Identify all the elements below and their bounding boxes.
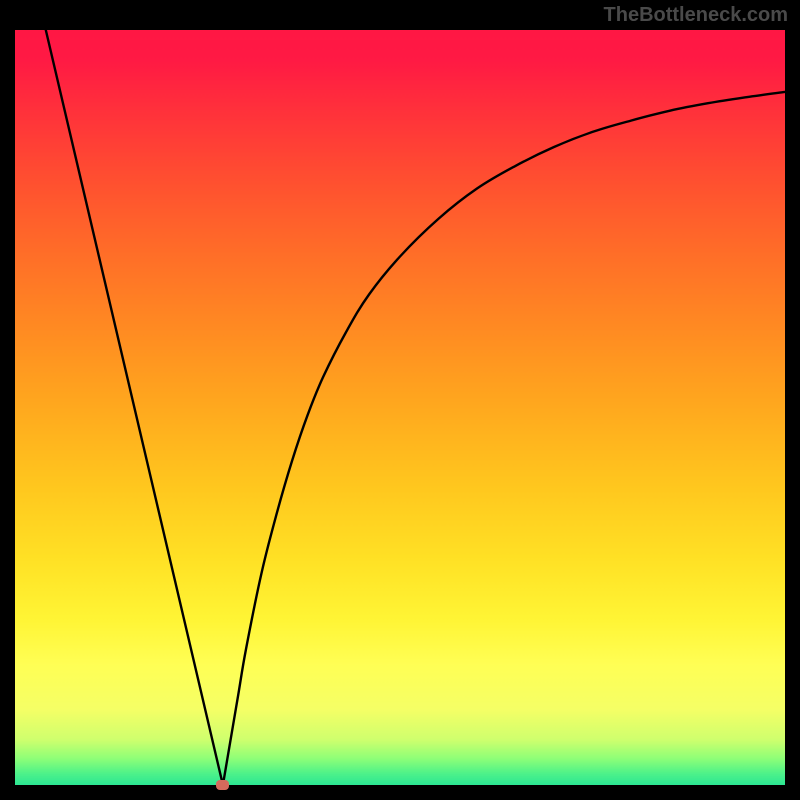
bottleneck-curve bbox=[15, 30, 785, 785]
curve-path bbox=[46, 30, 785, 785]
watermark-text: TheBottleneck.com bbox=[604, 4, 788, 27]
minimum-marker bbox=[216, 780, 229, 790]
plot-area bbox=[15, 30, 785, 785]
